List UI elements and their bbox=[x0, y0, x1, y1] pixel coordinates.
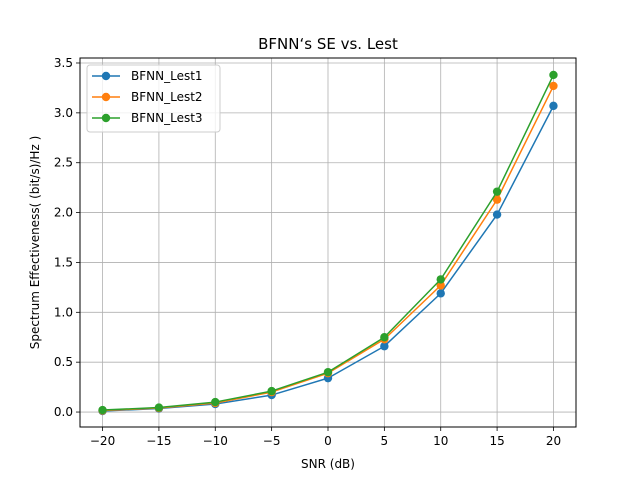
y-tick-label: 0.0 bbox=[54, 405, 73, 419]
x-tick-label: 5 bbox=[381, 434, 389, 448]
legend-label: BFNN_Lest3 bbox=[131, 111, 203, 125]
x-tick-label: 0 bbox=[324, 434, 332, 448]
x-axis-label: SNR (dB) bbox=[301, 457, 355, 471]
y-tick-label: 3.5 bbox=[54, 56, 73, 70]
x-tick-label: 20 bbox=[546, 434, 561, 448]
data-point bbox=[154, 403, 164, 412]
data-point bbox=[549, 101, 558, 111]
data-point bbox=[492, 210, 502, 219]
legend-marker bbox=[101, 92, 111, 102]
legend-label: BFNN_Lest1 bbox=[131, 69, 203, 83]
data-point bbox=[436, 289, 445, 298]
data-point bbox=[549, 70, 558, 80]
series-BFNN_Lest3 bbox=[98, 70, 558, 415]
legend-marker bbox=[101, 71, 111, 81]
x-tick-label: −5 bbox=[263, 434, 281, 448]
x-tick-label: 10 bbox=[433, 434, 448, 448]
data-point bbox=[549, 81, 558, 91]
data-point bbox=[380, 333, 389, 342]
y-tick-label: 2.5 bbox=[54, 156, 73, 170]
axis-ticks: −20 −15 −10 −5 0 5 10 15 20 0.0 0.5 1.0 1.5 2.0 2.5 3.0… bbox=[54, 56, 561, 448]
data-point bbox=[98, 405, 107, 415]
legend-marker bbox=[101, 113, 111, 123]
series-layer bbox=[98, 70, 558, 416]
chart-title: BFNN‘s SE vs. Lest bbox=[258, 35, 398, 53]
data-point bbox=[436, 275, 445, 284]
data-point bbox=[267, 386, 276, 396]
data-point bbox=[211, 397, 220, 407]
y-axis-label: Spectrum Effectiveness( (bit/s)/Hz ) bbox=[28, 136, 42, 349]
x-tick-label: −15 bbox=[146, 434, 171, 448]
x-tick-label: −20 bbox=[90, 434, 115, 448]
x-tick-label: −10 bbox=[203, 434, 228, 448]
legend-label: BFNN_Lest2 bbox=[131, 90, 203, 104]
data-point bbox=[323, 367, 333, 377]
data-point bbox=[492, 187, 502, 196]
y-tick-label: 1.0 bbox=[54, 305, 73, 319]
data-point bbox=[492, 195, 502, 204]
x-tick-label: 15 bbox=[489, 434, 504, 448]
data-point bbox=[380, 342, 389, 351]
legend-entry: BFNN_Lest2 bbox=[92, 90, 203, 104]
data-point bbox=[436, 281, 445, 290]
y-tick-label: 2.0 bbox=[54, 206, 73, 220]
legend: BFNN_Lest1 BFNN_Lest2 BFNN_Lest3 bbox=[86, 64, 221, 133]
legend-box bbox=[86, 64, 221, 133]
y-tick-label: 1.5 bbox=[54, 255, 73, 269]
y-tick-label: 3.0 bbox=[54, 106, 73, 120]
legend-entry: BFNN_Lest1 bbox=[92, 69, 203, 83]
y-tick-label: 0.5 bbox=[54, 355, 73, 369]
legend-entry: BFNN_Lest3 bbox=[92, 111, 203, 125]
